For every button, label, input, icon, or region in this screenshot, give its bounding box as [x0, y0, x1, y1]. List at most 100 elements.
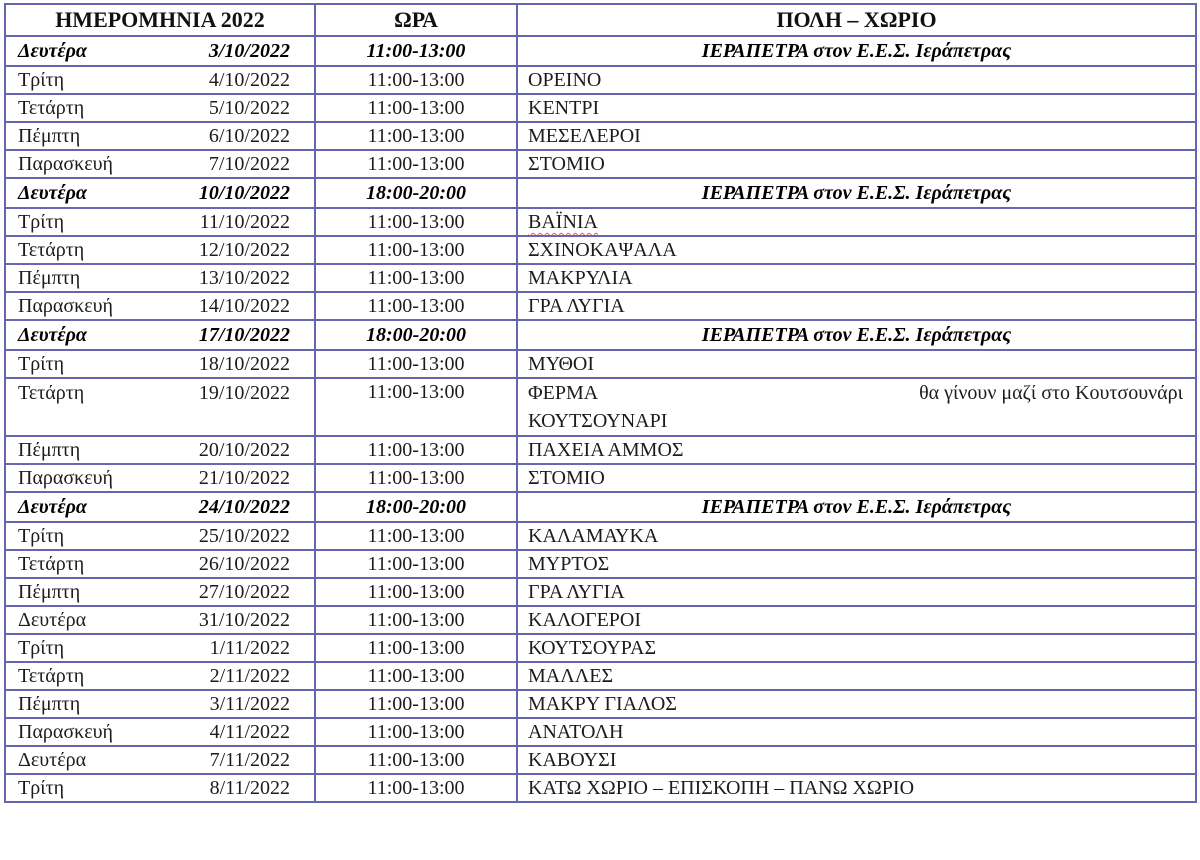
place-value: ΟΡΕΙΝΟ — [528, 69, 602, 91]
day-label: Τετάρτη — [18, 239, 85, 261]
cell-time: 18:00-20:00 — [314, 177, 518, 209]
place-value-line2: ΚΟΥΤΣΟΥΝΑΡΙ — [528, 410, 668, 432]
day-label: Πέμπτη — [18, 439, 81, 461]
time-value: 18:00-20:00 — [366, 324, 466, 346]
time-value: 11:00-13:00 — [367, 211, 465, 233]
day-label: Τρίτη — [18, 211, 65, 233]
cell-date: Πέμπτη 27/10/2022 — [4, 577, 316, 607]
schedule-table: ΗΜΕΡΟΜΗΝΙΑ 2022 ΩΡΑ ΠΟΛΗ – ΧΩΡΙΟ Δευτέρα… — [4, 3, 1197, 803]
cell-time: 11:00-13:00 — [314, 745, 518, 775]
cell-place: ΑΝΑΤΟΛΗ — [516, 717, 1197, 747]
date-value: 18/10/2022 — [198, 353, 290, 375]
cell-time: 11:00-13:00 — [314, 377, 518, 437]
cell-date: Τετάρτη 2/11/2022 — [4, 661, 316, 691]
place-value: ΙΕΡΑΠΕΤΡΑ στον Ε.Ε.Σ. Ιεράπετρας — [701, 324, 1012, 346]
section-row: Δευτέρα 17/10/2022 18:00-20:00 ΙΕΡΑΠΕΤΡΑ στ… — [4, 319, 1197, 351]
cell-date: Παρασκευή 4/11/2022 — [4, 717, 316, 747]
cell-time: 11:00-13:00 — [314, 661, 518, 691]
cell-date: Τρίτη 1/11/2022 — [4, 633, 316, 663]
cell-place: ΚΕΝΤΡΙ — [516, 93, 1197, 123]
time-value: 11:00-13:00 — [367, 693, 465, 715]
table-row: Τετάρτη 2/11/2022 11:00-13:00 ΜΑΛΛΕΣ — [4, 661, 1197, 691]
cell-date: Πέμπτη 13/10/2022 — [4, 263, 316, 293]
place-value: ΚΑΛΟΓΕΡΟΙ — [528, 609, 642, 631]
section-row: Δευτέρα 10/10/2022 18:00-20:00 ΙΕΡΑΠΕΤΡΑ στ… — [4, 177, 1197, 209]
day-label: Δευτέρα — [18, 609, 87, 631]
cell-place: ΜΕΣΕΛΕΡΟΙ — [516, 121, 1197, 151]
cell-place: ΦΕΡΜΑ θα γίνουν μαζί στο Κουτσουνάρι ΚΟΥΤΣ… — [516, 377, 1197, 437]
place-value: ΚΕΝΤΡΙ — [528, 97, 600, 119]
time-value: 18:00-20:00 — [366, 182, 466, 204]
table-row: Τετάρτη 12/10/2022 11:00-13:00 ΣΧΙΝΟΚΑΨΑΛΑ — [4, 235, 1197, 265]
place-value: ΚΟΥΤΣΟΥΡΑΣ — [528, 637, 657, 659]
cell-date: Παρασκευή 14/10/2022 — [4, 291, 316, 321]
column-header-time: ΩΡΑ — [314, 3, 518, 37]
time-value: 11:00-13:00 — [367, 467, 465, 489]
cell-place: ΓΡΑ ΛΥΓΙΑ — [516, 291, 1197, 321]
time-value: 11:00-13:00 — [367, 97, 465, 119]
cell-time: 11:00-13:00 — [314, 605, 518, 635]
place-value: ΜΕΣΕΛΕΡΟΙ — [528, 125, 641, 147]
date-value: 1/11/2022 — [209, 637, 290, 659]
place-value: ΦΕΡΜΑ — [528, 382, 599, 404]
column-header-place: ΠΟΛΗ – ΧΩΡΙΟ — [516, 3, 1197, 37]
cell-time: 11:00-13:00 — [314, 263, 518, 293]
cell-date: Παρασκευή 7/10/2022 — [4, 149, 316, 179]
cell-place: ΜΥΡΤΟΣ — [516, 549, 1197, 579]
place-value: ΚΑΛΑΜΑΥΚΑ — [528, 525, 659, 547]
date-value: 8/11/2022 — [209, 777, 290, 799]
time-value: 11:00-13:00 — [367, 295, 465, 317]
time-value: 11:00-13:00 — [367, 239, 465, 261]
place-value: ΙΕΡΑΠΕΤΡΑ στον Ε.Ε.Σ. Ιεράπετρας — [701, 40, 1012, 62]
place-value: ΣΧΙΝΟΚΑΨΑΛΑ — [528, 239, 677, 261]
cell-date: Παρασκευή 21/10/2022 — [4, 463, 316, 493]
cell-place: ΚΑΒΟΥΣΙ — [516, 745, 1197, 775]
place-value: ΑΝΑΤΟΛΗ — [528, 721, 624, 743]
cell-place: ΚΑΤΩ ΧΩΡΙΟ – ΕΠΙΣΚΟΠΗ – ΠΑΝΩ ΧΩΡΙΟ — [516, 773, 1197, 803]
day-label: Πέμπτη — [18, 125, 81, 147]
cell-date: Πέμπτη 20/10/2022 — [4, 435, 316, 465]
table-row: Τρίτη 1/11/2022 11:00-13:00 ΚΟΥΤΣΟΥΡΑΣ — [4, 633, 1197, 663]
cell-date: Δευτέρα 7/11/2022 — [4, 745, 316, 775]
time-value: 11:00-13:00 — [367, 125, 465, 147]
day-label: Τρίτη — [18, 353, 65, 375]
cell-time: 18:00-20:00 — [314, 319, 518, 351]
date-value: 5/10/2022 — [208, 97, 290, 119]
table-row: Παρασκευή 7/10/2022 11:00-13:00 ΣΤΟΜΙΟ — [4, 149, 1197, 179]
place-value: ΚΑΒΟΥΣΙ — [528, 749, 617, 771]
date-value: 4/10/2022 — [208, 69, 290, 91]
date-value: 31/10/2022 — [198, 609, 290, 631]
table-row: Παρασκευή 21/10/2022 11:00-13:00 ΣΤΟΜΙΟ — [4, 463, 1197, 493]
cell-time: 11:00-13:00 — [314, 577, 518, 607]
date-value: 26/10/2022 — [198, 553, 290, 575]
table-row: Πέμπτη 6/10/2022 11:00-13:00 ΜΕΣΕΛΕΡΟΙ — [4, 121, 1197, 151]
place-value: ΓΡΑ ΛΥΓΙΑ — [528, 581, 625, 603]
cell-place: ΣΤΟΜΙΟ — [516, 149, 1197, 179]
time-value: 11:00-13:00 — [367, 777, 465, 799]
day-label: Πέμπτη — [18, 581, 81, 603]
day-label: Τετάρτη — [18, 382, 85, 404]
cell-place: ΜΑΛΛΕΣ — [516, 661, 1197, 691]
time-value: 11:00-13:00 — [367, 153, 465, 175]
table-row: Παρασκευή 4/11/2022 11:00-13:00 ΑΝΑΤΟΛΗ — [4, 717, 1197, 747]
section-row: Δευτέρα 24/10/2022 18:00-20:00 ΙΕΡΑΠΕΤΡΑ στ… — [4, 491, 1197, 523]
cell-date: Δευτέρα 24/10/2022 — [4, 491, 316, 523]
cell-time: 11:00-13:00 — [314, 121, 518, 151]
date-value: 17/10/2022 — [198, 324, 290, 346]
cell-date: Τρίτη 11/10/2022 — [4, 207, 316, 237]
cell-place: ΚΑΛΟΓΕΡΟΙ — [516, 605, 1197, 635]
date-value: 2/11/2022 — [209, 665, 290, 687]
date-value: 3/10/2022 — [208, 40, 290, 62]
cell-date: Τετάρτη 19/10/2022 — [4, 377, 316, 437]
cell-time: 11:00-13:00 — [314, 633, 518, 663]
date-value: 4/11/2022 — [209, 721, 290, 743]
cell-place: ΒΑΪΝΙΑ — [516, 207, 1197, 237]
cell-time: 11:00-13:00 — [314, 435, 518, 465]
cell-time: 11:00-13:00 — [314, 207, 518, 237]
time-value: 11:00-13:00 — [367, 353, 465, 375]
cell-time: 11:00-13:00 — [314, 235, 518, 265]
place-value: ΜΑΚΡΥ ΓΙΑΛΟΣ — [528, 693, 677, 715]
table-row: Πέμπτη 20/10/2022 11:00-13:00 ΠΑΧΕΙΑ ΑΜΜΟΣ — [4, 435, 1197, 465]
day-label: Παρασκευή — [18, 295, 113, 317]
day-label: Παρασκευή — [18, 467, 113, 489]
